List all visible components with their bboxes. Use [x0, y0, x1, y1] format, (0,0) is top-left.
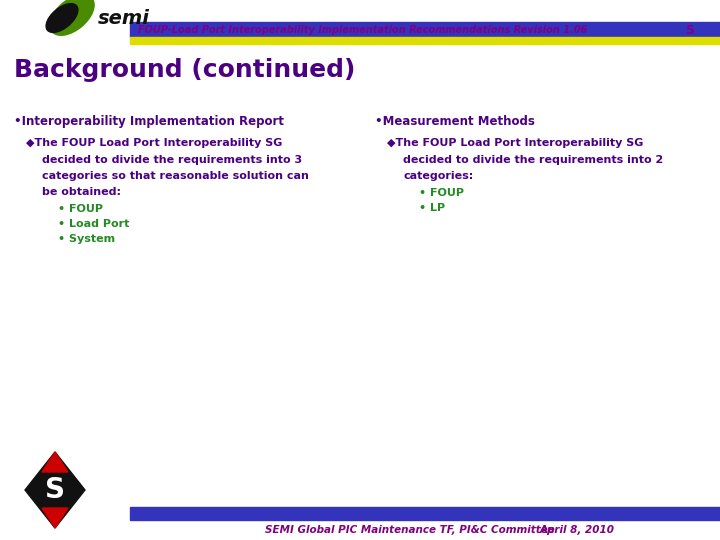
- Text: decided to divide the requirements into 2: decided to divide the requirements into …: [403, 155, 663, 165]
- Text: Background (continued): Background (continued): [14, 58, 356, 82]
- Text: • LP: • LP: [419, 203, 445, 213]
- Text: •Measurement Methods: •Measurement Methods: [375, 115, 535, 128]
- Bar: [130, 22, 720, 37]
- Polygon shape: [42, 452, 68, 472]
- Text: • System: • System: [58, 234, 115, 244]
- Text: semi: semi: [98, 9, 150, 28]
- Polygon shape: [25, 452, 85, 528]
- Text: • FOUP: • FOUP: [58, 204, 103, 214]
- Text: FOUP-Load Port Interoperability Implementation Recommendations Revision 1.06: FOUP-Load Port Interoperability Implemen…: [138, 25, 588, 35]
- Text: categories so that reasonable solution can: categories so that reasonable solution c…: [42, 171, 309, 181]
- Text: • FOUP: • FOUP: [419, 188, 464, 198]
- Text: •Interoperability Implementation Report: •Interoperability Implementation Report: [14, 115, 284, 128]
- Text: SEMI Global PIC Maintenance TF, PI&C Committee: SEMI Global PIC Maintenance TF, PI&C Com…: [265, 525, 554, 535]
- Polygon shape: [42, 508, 68, 528]
- Ellipse shape: [46, 4, 78, 32]
- Text: ◆The FOUP Load Port Interoperability SG: ◆The FOUP Load Port Interoperability SG: [387, 138, 644, 148]
- Text: April 8, 2010: April 8, 2010: [540, 525, 615, 535]
- Text: be obtained:: be obtained:: [42, 187, 121, 197]
- Ellipse shape: [50, 0, 94, 35]
- Bar: [130, 37, 720, 44]
- Text: • Load Port: • Load Port: [58, 219, 130, 229]
- Bar: [130, 507, 720, 520]
- Text: 5: 5: [686, 24, 695, 37]
- Text: S: S: [45, 476, 65, 504]
- Text: categories:: categories:: [403, 171, 473, 181]
- Text: decided to divide the requirements into 3: decided to divide the requirements into …: [42, 155, 302, 165]
- Text: ◆The FOUP Load Port Interoperability SG: ◆The FOUP Load Port Interoperability SG: [26, 138, 282, 148]
